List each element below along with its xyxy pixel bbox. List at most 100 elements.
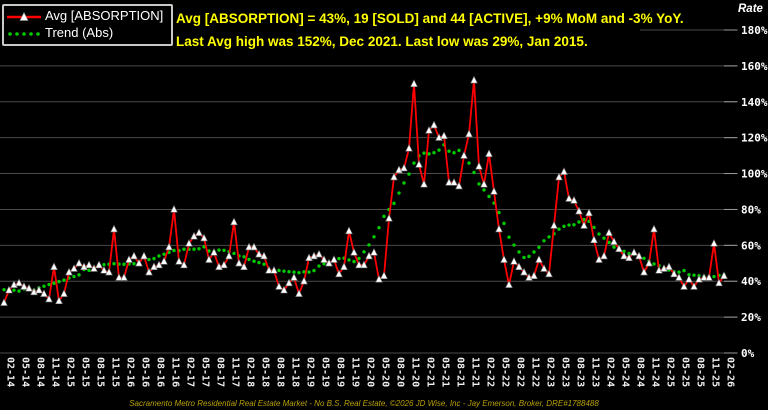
avg-series-marker [170,204,178,213]
avg-series-marker [385,213,393,222]
avg-series-marker [615,244,623,253]
trend-dot [202,245,206,249]
x-tick-label: 02-20 [365,357,376,387]
avg-series-marker [315,249,323,258]
avg-series-marker [160,257,168,265]
avg-series-marker [195,228,203,236]
avg-series-marker [650,224,658,233]
avg-series-marker [445,178,453,186]
avg-series-marker [535,255,543,263]
trend-dot [282,269,286,273]
x-tick-label: 08-16 [155,357,166,387]
y-tick-label: 160% [741,60,768,73]
trend-dot [597,232,601,236]
avg-series-marker [345,226,353,235]
trend-dot [17,289,21,293]
avg-series-swatch-icon [7,11,41,21]
trend-dot [652,262,656,266]
x-tick-label: 05-19 [320,357,331,387]
avg-series-marker [560,167,568,175]
x-tick-label: 08-21 [455,357,466,387]
avg-series-marker [265,265,273,274]
avg-series-marker [495,224,503,233]
trend-dot [477,182,481,186]
avg-series-marker [95,260,103,269]
trend-dot [602,236,606,240]
trend-dot [517,250,521,254]
avg-series-marker [460,151,468,159]
avg-series-marker [145,267,153,276]
avg-series-marker [420,179,428,188]
avg-series-marker [295,289,303,297]
trend-dot [542,239,546,243]
title-line-2: Last Avg high was 152%, Dec 2021. Last l… [176,34,588,49]
avg-series-marker [485,149,493,157]
trend-dot [457,148,461,153]
x-tick-label: 05-17 [200,357,211,387]
y-tick-label: 180% [741,24,768,37]
x-tick-label: 11-21 [470,357,481,387]
trend-dot [577,220,581,224]
avg-series-marker [700,273,708,281]
avg-series-marker [75,258,83,267]
trend-dot [357,256,361,261]
legend-label-avg: Avg [ABSORPTION] [45,8,164,23]
trend-dot [152,256,156,261]
trend-dot [222,248,226,253]
avg-series-marker [165,242,173,251]
avg-series-marker [135,258,143,267]
x-tick-label: 11-19 [350,357,361,387]
avg-series-marker [205,255,213,263]
avg-series-marker [360,260,368,269]
trend-dot [642,256,646,261]
trend-dot [452,151,456,155]
avg-series-marker [220,260,228,269]
avg-series-marker [555,172,563,181]
trend-dot [687,273,691,277]
avg-series-marker [690,282,698,290]
trend-dot [312,268,316,273]
avg-series-line [3,79,725,304]
trend-dot [607,240,611,245]
avg-series-marker [355,260,363,269]
x-tick-label: 05-24 [620,357,631,387]
avg-series-marker [620,251,628,260]
avg-series-marker [85,260,93,269]
avg-series-marker [200,233,208,242]
avg-series-marker [335,269,343,278]
trend-dot [427,152,431,156]
avg-series-marker [105,267,113,276]
trend-dot [572,223,576,227]
trend-dot [372,235,376,239]
avg-series-marker [240,262,248,270]
x-tick-label: 02-14 [5,357,16,387]
legend-label-trend: Trend (Abs) [45,25,114,40]
trend-dot [527,254,531,259]
avg-series-marker [605,228,613,236]
avg-series-marker [670,269,678,278]
avg-series-marker [280,285,288,294]
y-tick-label: 60% [741,239,761,252]
avg-series-marker [270,265,278,274]
avg-series-marker [380,271,388,279]
trend-dot [422,151,426,155]
avg-series-marker [45,294,53,303]
avg-series-marker [575,206,583,215]
x-tick-label: 08-15 [95,357,106,387]
trend-dot [72,274,76,279]
legend-item-avg: Avg [ABSORPTION] [6,8,163,24]
x-tick-label: 02-22 [485,357,496,387]
trend-dot [242,255,246,259]
trend-dot [122,262,126,266]
avg-series-marker [185,239,193,247]
trend-dot [297,270,301,275]
trend-dot [487,194,491,199]
trend-dot [207,249,211,253]
avg-series-marker [570,196,578,204]
avg-series-marker [510,257,518,265]
avg-series-marker [405,143,413,152]
avg-series-marker [530,271,538,279]
avg-series-marker [430,120,438,129]
trend-dot [537,245,541,249]
